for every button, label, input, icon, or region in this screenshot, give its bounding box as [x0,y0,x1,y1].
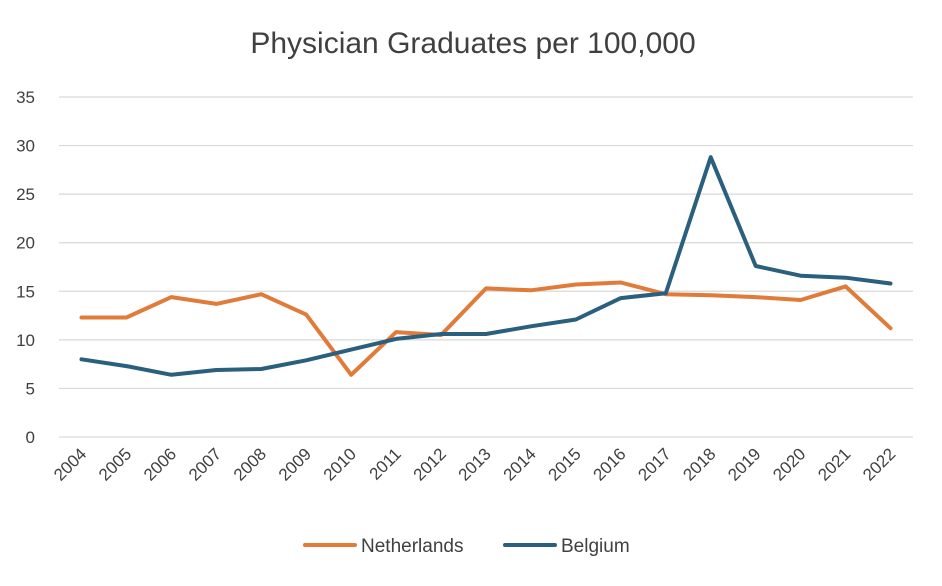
x-tick-label: 2014 [500,444,540,484]
x-tick-label: 2020 [769,444,809,484]
y-tick-label: 10 [16,331,35,350]
y-tick-label: 5 [26,379,35,398]
x-tick-label: 2011 [366,444,405,483]
y-tick-label: 30 [16,137,35,156]
x-tick-label: 2005 [95,444,135,484]
gridlines [59,96,913,438]
x-tick-label: 2010 [320,444,360,484]
series-line-belgium [79,155,893,377]
legend-label: Netherlands [361,536,463,557]
x-tick-label: 2009 [275,444,315,484]
x-tick-label: 2022 [859,444,899,484]
series-lines [79,155,893,377]
x-tick-label: 2016 [589,444,629,484]
series-line-netherlands [79,280,893,377]
x-tick-label: 2007 [185,444,225,484]
x-tick-label: 2008 [230,444,270,484]
x-tick-label: 2021 [814,444,854,484]
x-tick-label: 2015 [545,444,585,484]
x-tick-label: 2004 [50,444,90,484]
y-tick-label: 15 [16,282,35,301]
legend-label: Belgium [561,536,630,557]
x-tick-label: 2012 [410,444,450,484]
x-tick-label: 2017 [634,444,674,484]
x-tick-label: 2018 [679,444,719,484]
y-tick-label: 25 [16,185,35,204]
y-tick-label: 20 [16,234,35,253]
legend: Netherlands Belgium [303,536,630,557]
x-tick-label: 2019 [724,444,764,484]
y-tick-label: 0 [26,428,35,447]
x-tick-label: 2006 [140,444,180,484]
x-axis-ticks: 2004 2005 2006 2007 2008 2009 2010 2011 2012 2013… [50,444,899,484]
y-axis-ticks: 0 5 10 15 20 25 30 35 [16,88,35,447]
chart-title: Physician Graduates per 100,000 [250,27,695,60]
y-tick-label: 35 [16,88,35,107]
x-tick-label: 2013 [455,444,495,484]
